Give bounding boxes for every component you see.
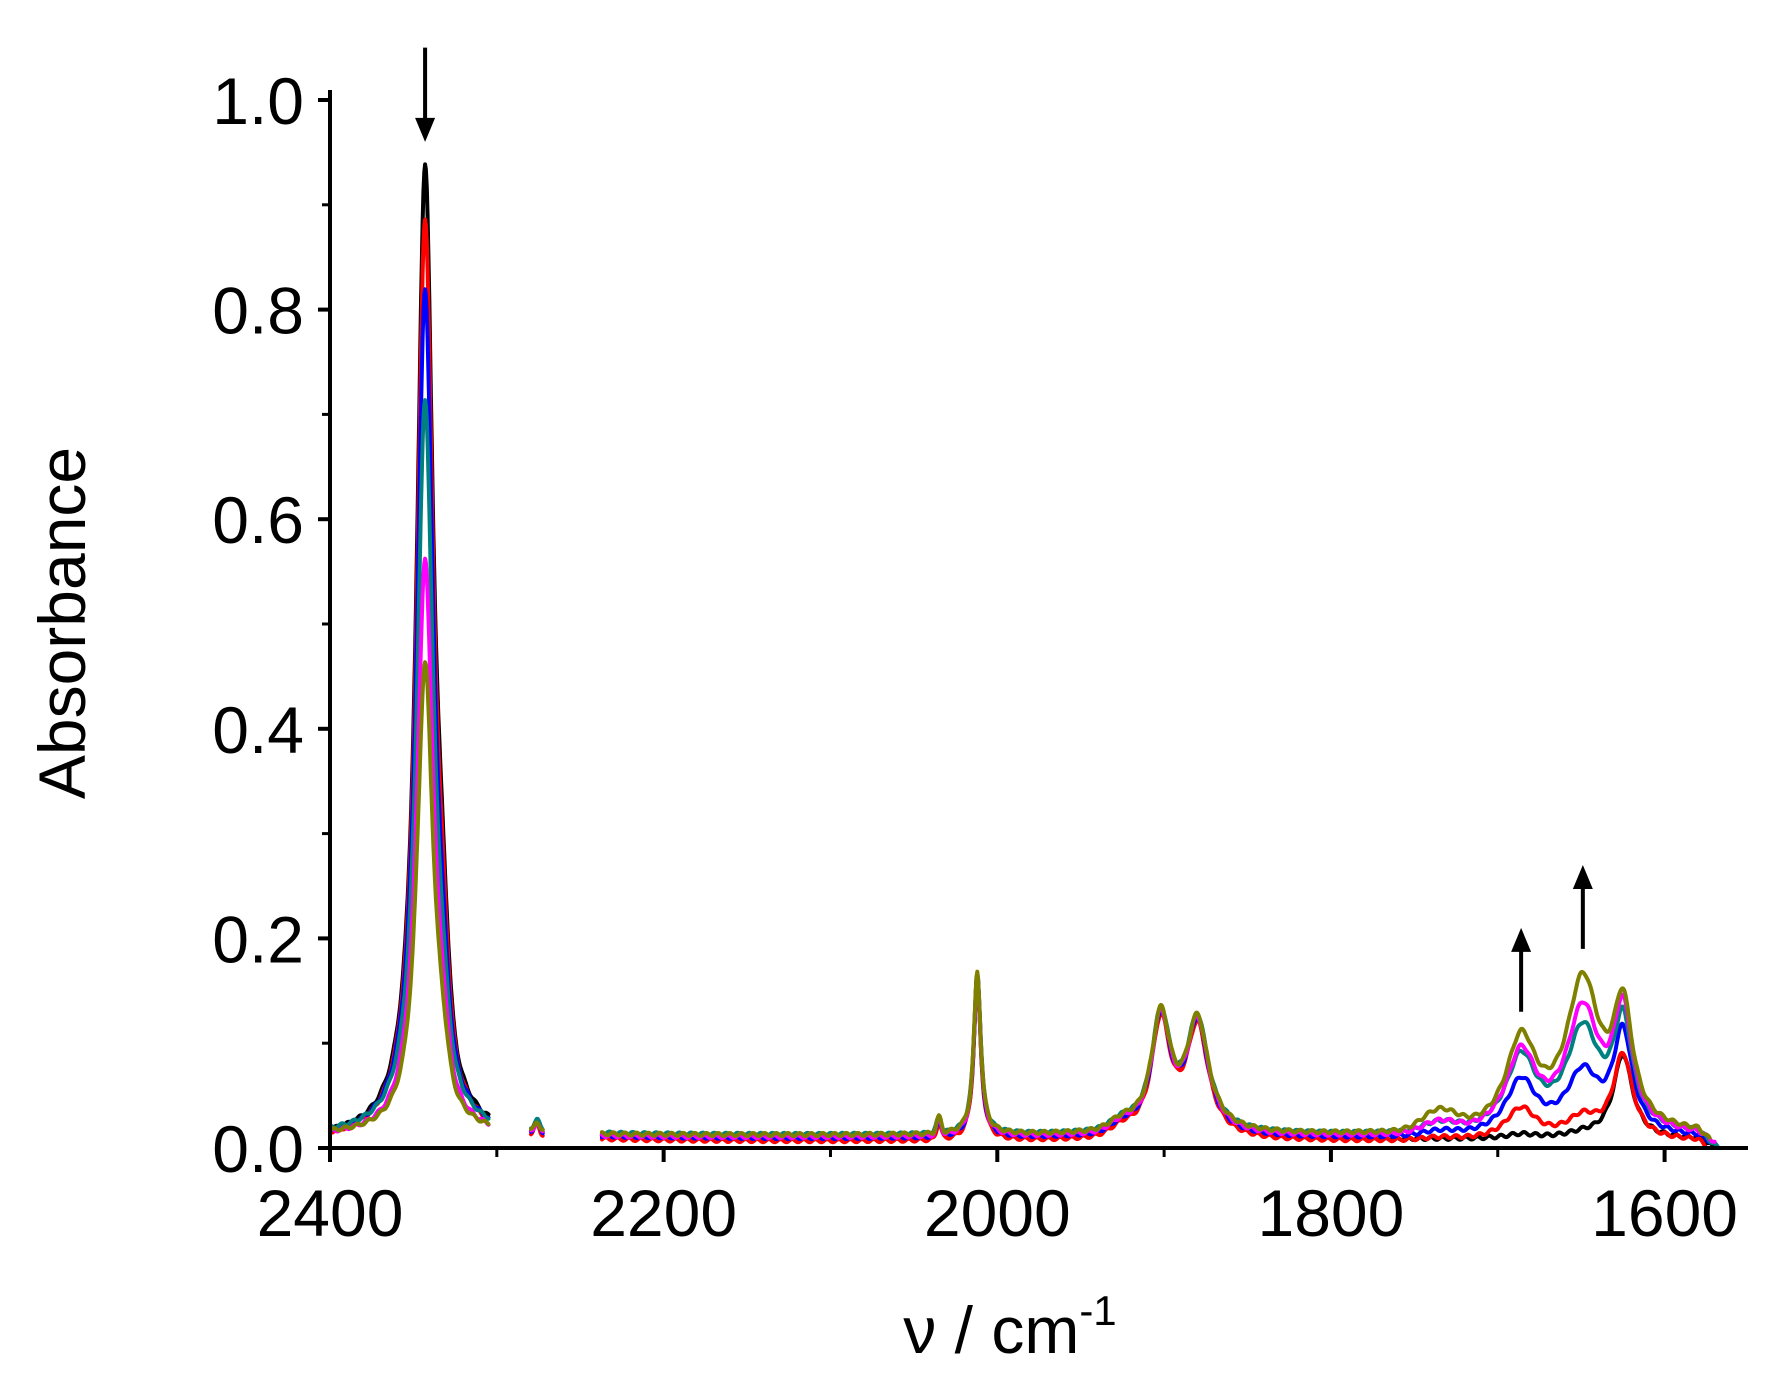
x-axis-unit: cm: [991, 1293, 1079, 1367]
y-tick-label: 0.6: [212, 483, 304, 557]
series-line-5: [328, 556, 1717, 1144]
annotation-layer: [415, 47, 1593, 1012]
x-axis-separator: /: [936, 1293, 991, 1367]
series-line-3: [328, 287, 1720, 1150]
arrow-up-icon: [1511, 927, 1532, 952]
x-tick-label: 2000: [924, 1176, 1071, 1250]
series-line-6: [328, 660, 1712, 1140]
y-tick-label: 0.4: [212, 693, 304, 767]
axes-layer: 0.0 0.2 0.4 0.6 0.8 1.0 2400 2200 2000 1800 1600: [212, 64, 1748, 1250]
x-tick-label: 2400: [257, 1176, 404, 1250]
x-tick-label: 2200: [590, 1176, 737, 1250]
x-tick-label: 1800: [1258, 1176, 1405, 1250]
x-axis-title: ν / cm-1: [903, 1287, 1116, 1367]
y-axis-title: Absorbance: [25, 447, 99, 799]
x-axis-unit-exponent: -1: [1079, 1287, 1116, 1334]
series-line-2: [328, 217, 1709, 1150]
x-axis-symbol: ν: [903, 1293, 936, 1367]
arrow-down-icon: [415, 117, 436, 142]
series-line-1: [328, 162, 1716, 1150]
arrow-up-icon: [1572, 865, 1593, 890]
x-tick-label: 1600: [1591, 1176, 1738, 1250]
y-tick-label: 1.0: [212, 64, 304, 138]
y-tick-label: 0.2: [212, 902, 304, 976]
y-tick-label: 0.0: [212, 1112, 304, 1186]
y-tick-label: 0.8: [212, 274, 304, 348]
series-line-4: [328, 398, 1720, 1150]
series-layer: [328, 162, 1720, 1150]
